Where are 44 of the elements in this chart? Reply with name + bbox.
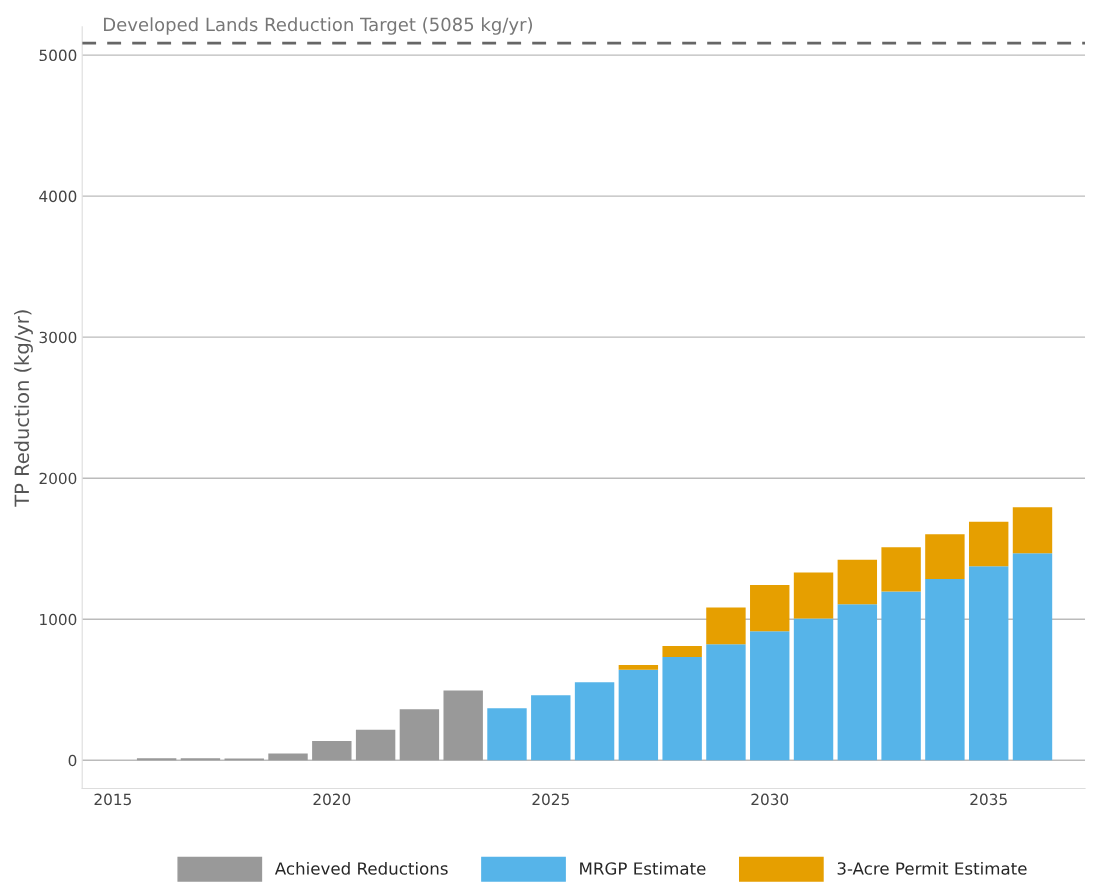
x-tick-label: 2035: [970, 793, 1007, 806]
y-axis-title: TP Reduction (kg/yr): [14, 310, 33, 507]
x-tick-label: 2020: [313, 793, 351, 806]
x-tick-label: 2030: [751, 793, 789, 806]
bar: [268, 753, 308, 761]
bar: [574, 682, 615, 761]
y-tick-label: 4000: [39, 190, 77, 203]
bar: [837, 604, 878, 761]
bar: [750, 631, 790, 761]
bar: [837, 559, 878, 605]
legend-label: 3-Acre Permit Estimate: [837, 861, 1027, 875]
y-tick-label: 3000: [39, 331, 77, 344]
bar: [618, 665, 659, 670]
bar: [968, 521, 1009, 567]
bar: [531, 695, 571, 761]
legend-label: MRGP Estimate: [580, 861, 706, 875]
bar: [355, 729, 396, 761]
bar: [399, 709, 440, 761]
ref-line-label: Developed Lands Reduction Target (5085 kg/yr): [104, 17, 533, 35]
x-tick-label: 2015: [94, 793, 131, 806]
bar: [706, 644, 746, 761]
bar: [706, 607, 746, 645]
bar: [925, 534, 965, 579]
bar: [618, 669, 659, 761]
y-tick-label: 5000: [39, 49, 77, 62]
bar: [662, 656, 702, 761]
bar: [1012, 507, 1053, 554]
y-tick-label: 0: [68, 754, 77, 767]
legend-label: Achieved Reductions: [274, 861, 448, 875]
bar: [968, 566, 1009, 761]
y-tick-label: 1000: [40, 613, 77, 626]
y-tick-label: 2000: [39, 472, 77, 485]
bar: [793, 572, 834, 619]
bar: [881, 591, 921, 761]
bar: [925, 578, 965, 761]
bar: [793, 618, 834, 761]
bar: [312, 740, 352, 761]
x-tick-label: 2025: [532, 793, 569, 806]
bar: [662, 645, 702, 657]
bar: [750, 585, 790, 632]
bar: [487, 708, 527, 761]
bar: [881, 547, 921, 592]
bar: [443, 690, 483, 761]
bar: [1012, 553, 1053, 761]
